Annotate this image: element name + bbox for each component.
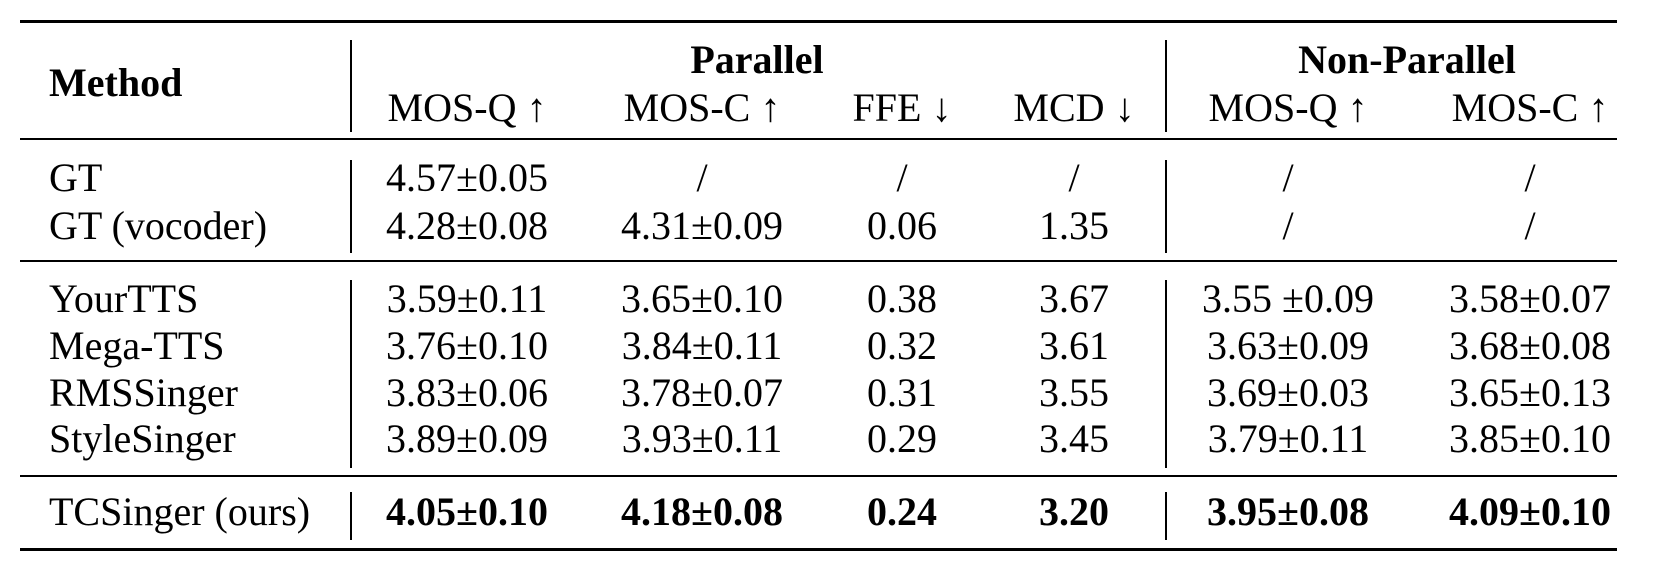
row-cell: 3.55 [1039,370,1109,415]
row-cell: 0.06 [867,203,937,248]
row-cell: 0.29 [867,416,937,461]
separator-method [350,492,352,540]
top-rule [20,20,1617,23]
row-method: TCSinger (ours) [49,489,311,534]
row-method: StyleSinger [49,416,236,461]
row-cell: 3.59±0.11 [386,276,548,321]
bottom-rule [20,548,1617,551]
row-cell: 3.85±0.10 [1449,416,1611,461]
row-cell: 3.76±0.10 [386,323,548,368]
row-cell: 3.89±0.09 [386,416,548,461]
separator-method [350,40,352,132]
row-cell: / [1282,155,1294,200]
row-cell-best: 3.20 [1039,489,1109,534]
row-method: Mega-TTS [49,323,225,368]
header-col-mos-c-nonparallel: MOS-C ↑ [1451,85,1609,130]
separator-nonparallel [1165,280,1167,468]
row-cell: / [696,155,708,200]
row-cell: 3.61 [1039,323,1109,368]
row-cell: 0.31 [867,370,937,415]
header-col-mcd: MCD ↓ [1013,85,1135,130]
row-cell: 4.31±0.09 [621,203,783,248]
group-rule-2 [20,475,1617,477]
row-cell: / [896,155,908,200]
row-cell: 3.79±0.11 [1207,416,1369,461]
row-cell: 0.38 [867,276,937,321]
row-cell: 3.93±0.11 [621,416,783,461]
separator-nonparallel [1165,160,1167,253]
row-cell: 1.35 [1039,203,1109,248]
row-cell: 3.65±0.13 [1449,370,1611,415]
row-cell: 3.45 [1039,416,1109,461]
separator-method [350,280,352,468]
row-cell-best: 0.24 [867,489,937,534]
row-cell-best: 4.18±0.08 [621,489,783,534]
row-cell: / [1282,203,1294,248]
row-cell: / [1524,155,1536,200]
separator-method [350,160,352,253]
header-rule [20,138,1617,140]
header-col-ffe: FFE ↓ [852,85,952,130]
row-cell: 3.65±0.10 [621,276,783,321]
group-rule-1 [20,260,1617,262]
row-method: GT [49,155,103,200]
row-cell-best: 4.05±0.10 [386,489,548,534]
row-cell-best: 3.95±0.08 [1207,489,1369,534]
row-cell: 3.67 [1039,276,1109,321]
row-cell: 0.32 [867,323,937,368]
header-group-parallel: Parallel [690,37,824,82]
row-cell: 3.63±0.09 [1207,323,1369,368]
header-col-mos-q-parallel: MOS-Q ↑ [387,85,547,130]
row-cell: 3.68±0.08 [1449,323,1611,368]
row-cell: 3.78±0.07 [621,370,783,415]
row-cell: 3.69±0.03 [1207,370,1369,415]
separator-nonparallel [1165,492,1167,540]
row-cell: 3.83±0.06 [386,370,548,415]
row-method: GT (vocoder) [49,203,268,248]
row-cell: 3.58±0.07 [1449,276,1611,321]
row-cell: 3.84±0.11 [621,323,783,368]
header-col-mos-c-parallel: MOS-C ↑ [623,85,781,130]
header-col-mos-q-nonparallel: MOS-Q ↑ [1208,85,1368,130]
row-cell: / [1524,203,1536,248]
row-cell: 4.57±0.05 [386,155,548,200]
row-method: RMSSinger [49,370,238,415]
row-cell: / [1068,155,1080,200]
separator-nonparallel [1165,40,1167,132]
header-method: Method [49,60,183,105]
row-cell: 4.28±0.08 [386,203,548,248]
header-group-nonparallel: Non-Parallel [1298,37,1516,82]
row-cell-best: 4.09±0.10 [1449,489,1611,534]
row-method: YourTTS [49,276,199,321]
row-cell: 3.55 ±0.09 [1202,276,1374,321]
